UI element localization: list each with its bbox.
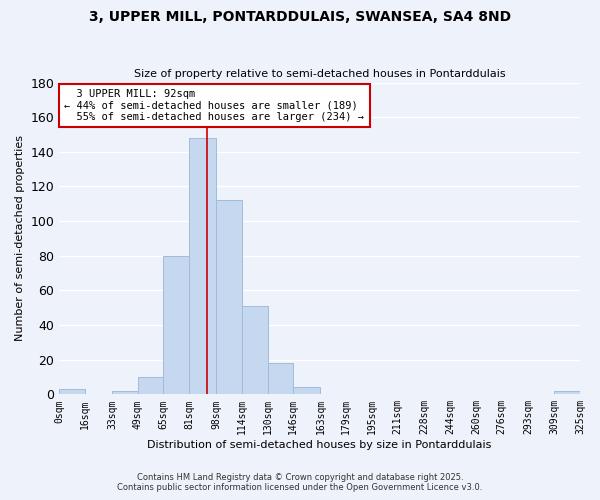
Bar [163,256,189,394]
Bar [268,363,293,394]
Bar [138,377,163,394]
X-axis label: Distribution of semi-detached houses by size in Pontarddulais: Distribution of semi-detached houses by … [148,440,492,450]
Bar [189,138,217,394]
Bar [59,389,85,394]
Bar [112,391,138,394]
Y-axis label: Number of semi-detached properties: Number of semi-detached properties [15,136,25,342]
Text: 3, UPPER MILL, PONTARDDULAIS, SWANSEA, SA4 8ND: 3, UPPER MILL, PONTARDDULAIS, SWANSEA, S… [89,10,511,24]
Bar [242,306,268,394]
Text: 3 UPPER MILL: 92sqm
← 44% of semi-detached houses are smaller (189)
  55% of sem: 3 UPPER MILL: 92sqm ← 44% of semi-detach… [64,89,364,122]
Text: Contains HM Land Registry data © Crown copyright and database right 2025.
Contai: Contains HM Land Registry data © Crown c… [118,473,482,492]
Bar [293,388,320,394]
Bar [554,391,580,394]
Title: Size of property relative to semi-detached houses in Pontarddulais: Size of property relative to semi-detach… [134,69,505,79]
Bar [217,200,242,394]
